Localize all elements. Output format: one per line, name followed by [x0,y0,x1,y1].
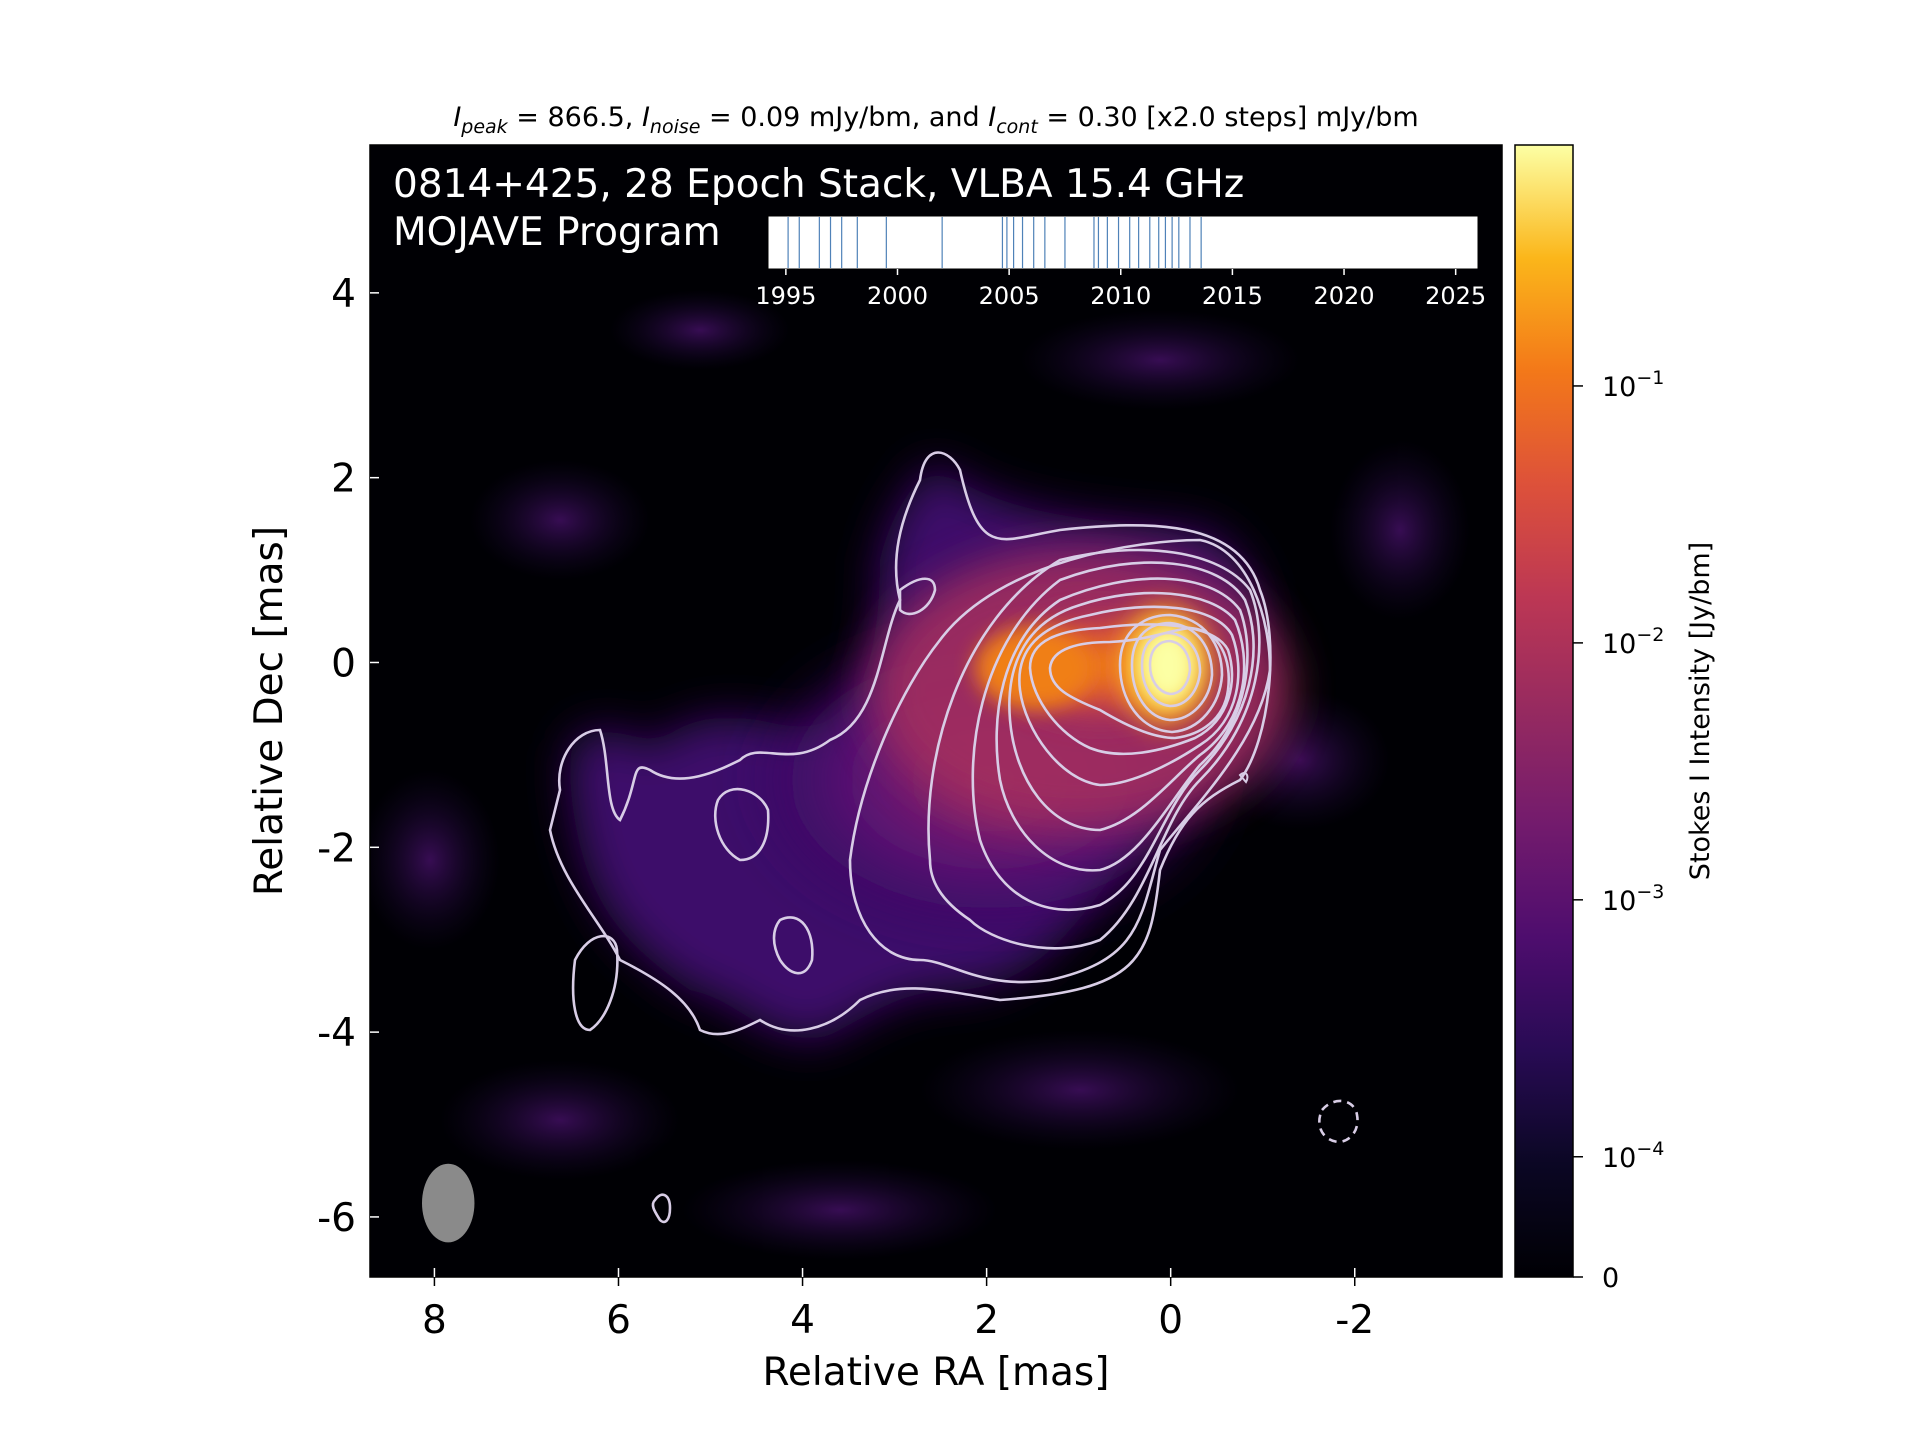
y-tick-label: -2 [317,826,356,871]
colorbar-tick-label: 10−1 [1602,367,1664,403]
timeline-tick-label: 2000 [867,282,928,310]
colorbar-tick-mantissa: 10 [1602,886,1636,917]
x-axis-label: Relative RA [mas] [763,1350,1110,1395]
overlay-title-line1: 0814+425, 28 Epoch Stack, VLBA 15.4 GHz [393,162,1244,207]
contour-hole-2 [772,916,814,975]
title-part-6: I [988,102,996,133]
x-axis: 8 6 4 2 0 -2 [422,1268,1374,1343]
colorbar-tick-exponent: −4 [1636,1138,1664,1160]
title-part-0: I [453,102,461,133]
colorbar-tick-mantissa: 10 [1602,629,1636,660]
y-tick-label: 4 [331,272,356,317]
source-emission [568,460,1290,1040]
title-part-2: = 866.5, [508,102,642,133]
title-part-3: I [642,102,650,133]
colorbar-tick-exponent: −1 [1636,367,1664,389]
x-tick-label: 0 [1158,1298,1183,1343]
timeline-tick-label: 2015 [1202,282,1263,310]
timeline-axis: 1995 2000 2005 2010 2015 2020 2025 [755,269,1486,310]
timeline-tick-label: 1995 [755,282,816,310]
colorbar-gradient [1514,144,1574,1278]
colorbar-tick-exponent: −2 [1636,624,1664,646]
colorbar-tick-mantissa: 10 [1602,372,1636,403]
colorbar-label: Stokes I Intensity [Jy/bm] [1685,542,1716,880]
contour-island-1 [571,934,619,1032]
epoch-timeline: 1995 2000 2005 2010 2015 2020 2025 [755,215,1486,310]
colorbar-tick-mantissa: 0 [1602,1263,1619,1294]
timeline-tick-label: 2020 [1313,282,1374,310]
colorbar-tick-label: 10−2 [1602,624,1664,660]
x-tick-label: 6 [606,1298,631,1343]
title-part-7: cont [996,116,1039,138]
chart-title: Ipeak = 866.5, Inoise = 0.09 mJy/bm, and… [453,102,1418,138]
intensity-map: 0814+425, 28 Epoch Stack, VLBA 15.4 GHz … [370,145,1502,1277]
contour-hole-3 [898,577,937,616]
x-tick-label: 2 [974,1298,999,1343]
contour-lines [548,451,1359,1224]
timeline-tick-label: 2010 [1090,282,1151,310]
contour-island-2 [651,1193,672,1224]
y-axis: 4 2 0 -2 -4 -6 [317,272,379,1241]
timeline-tick-label: 2005 [979,282,1040,310]
x-tick-label: -2 [1335,1298,1374,1343]
colorbar-tick-label: 0 [1602,1263,1619,1294]
colorbar-tick-label: 10−4 [1602,1138,1664,1174]
y-tick-label: -4 [317,1011,356,1056]
colorbar: 10−110−210−310−40 Stokes I Intensity [Jy… [1514,144,1716,1294]
beam-ellipse [421,1163,475,1243]
timeline-epochs [787,217,1202,268]
overlay-title-line2: MOJAVE Program [393,210,721,255]
contour-hole-1 [713,787,770,862]
x-tick-label: 4 [790,1298,815,1343]
contour-outer [548,451,1272,1036]
colorbar-tick-mantissa: 10 [1602,1143,1636,1174]
y-axis-label: Relative Dec [mas] [247,526,292,896]
map-frame [369,144,1503,1278]
y-tick-label: 2 [331,457,356,502]
negative-contour [1318,1099,1359,1144]
colorbar-ticks: 10−110−210−310−40 [1573,367,1664,1294]
colorbar-tick-exponent: −3 [1636,881,1664,903]
timeline-tick-label: 2025 [1425,282,1486,310]
timeline-box [767,215,1479,270]
title-part-4: noise [650,116,701,138]
x-tick-label: 8 [422,1298,447,1343]
colorbar-tick-label: 10−3 [1602,881,1664,917]
title-part-8: = 0.30 [x2.0 steps] mJy/bm [1038,102,1419,133]
y-tick-label: -6 [317,1196,356,1241]
y-tick-label: 0 [331,641,356,686]
noise-field [370,290,1470,1260]
title-part-5: = 0.09 mJy/bm, and [700,102,988,133]
title-part-1: peak [460,116,508,138]
